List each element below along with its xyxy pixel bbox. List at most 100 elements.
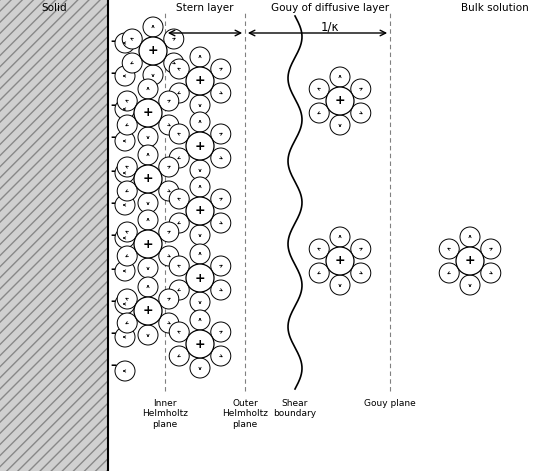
- Text: +: +: [334, 254, 345, 268]
- Circle shape: [330, 67, 350, 87]
- Bar: [0, 0, 108, 471]
- Circle shape: [138, 193, 158, 213]
- Text: –: –: [110, 99, 116, 113]
- Circle shape: [159, 115, 179, 135]
- Text: +: +: [143, 304, 153, 317]
- Circle shape: [211, 124, 231, 144]
- Circle shape: [169, 124, 189, 144]
- Circle shape: [351, 103, 371, 123]
- Circle shape: [115, 66, 135, 86]
- Circle shape: [159, 313, 179, 333]
- Circle shape: [211, 59, 231, 79]
- Circle shape: [326, 247, 354, 275]
- Circle shape: [190, 95, 210, 115]
- Circle shape: [190, 47, 210, 67]
- Circle shape: [439, 263, 459, 283]
- Text: –: –: [110, 34, 116, 48]
- Circle shape: [117, 157, 137, 177]
- Circle shape: [309, 239, 329, 259]
- Text: Stern layer: Stern layer: [176, 3, 234, 13]
- Circle shape: [169, 83, 189, 103]
- Circle shape: [481, 239, 501, 259]
- Circle shape: [190, 225, 210, 245]
- Circle shape: [117, 313, 137, 333]
- Circle shape: [190, 112, 210, 132]
- Text: +: +: [148, 44, 158, 57]
- Circle shape: [117, 115, 137, 135]
- Circle shape: [143, 65, 163, 85]
- Circle shape: [169, 346, 189, 366]
- Circle shape: [122, 53, 142, 73]
- Circle shape: [186, 132, 214, 160]
- Text: Outer
Helmholtz
plane: Outer Helmholtz plane: [222, 399, 268, 429]
- Circle shape: [186, 330, 214, 358]
- Circle shape: [134, 297, 162, 325]
- Text: +: +: [143, 237, 153, 251]
- Text: 1/κ: 1/κ: [321, 21, 339, 33]
- Circle shape: [134, 230, 162, 258]
- Text: –: –: [110, 294, 116, 308]
- Text: –: –: [110, 326, 116, 340]
- Circle shape: [115, 33, 135, 53]
- Circle shape: [115, 163, 135, 183]
- Circle shape: [169, 189, 189, 209]
- Circle shape: [169, 148, 189, 168]
- Text: +: +: [143, 172, 153, 186]
- Circle shape: [211, 346, 231, 366]
- Circle shape: [481, 263, 501, 283]
- Circle shape: [211, 189, 231, 209]
- Text: +: +: [143, 106, 153, 120]
- Circle shape: [117, 181, 137, 201]
- Circle shape: [164, 29, 184, 49]
- Circle shape: [115, 261, 135, 281]
- Circle shape: [117, 222, 137, 242]
- Circle shape: [122, 29, 142, 49]
- Circle shape: [169, 280, 189, 300]
- Circle shape: [138, 210, 158, 230]
- Circle shape: [138, 127, 158, 147]
- Circle shape: [351, 79, 371, 99]
- Circle shape: [115, 195, 135, 215]
- Circle shape: [169, 59, 189, 79]
- Circle shape: [159, 157, 179, 177]
- Circle shape: [309, 263, 329, 283]
- Circle shape: [439, 239, 459, 259]
- Circle shape: [115, 99, 135, 119]
- Circle shape: [115, 228, 135, 248]
- Circle shape: [159, 246, 179, 266]
- Circle shape: [164, 53, 184, 73]
- Circle shape: [309, 79, 329, 99]
- Text: +: +: [195, 74, 205, 88]
- Circle shape: [143, 17, 163, 37]
- Circle shape: [115, 131, 135, 151]
- Circle shape: [211, 256, 231, 276]
- Circle shape: [190, 292, 210, 312]
- Circle shape: [190, 244, 210, 264]
- Circle shape: [186, 264, 214, 292]
- Circle shape: [115, 294, 135, 314]
- Circle shape: [460, 227, 480, 247]
- Circle shape: [138, 325, 158, 345]
- Circle shape: [115, 361, 135, 381]
- Circle shape: [330, 227, 350, 247]
- Circle shape: [330, 115, 350, 135]
- Circle shape: [326, 87, 354, 115]
- Text: +: +: [195, 204, 205, 218]
- Text: +: +: [195, 338, 205, 350]
- Text: –: –: [110, 262, 116, 276]
- Circle shape: [134, 99, 162, 127]
- Circle shape: [159, 91, 179, 111]
- Circle shape: [456, 247, 484, 275]
- Text: –: –: [110, 164, 116, 178]
- Circle shape: [169, 213, 189, 233]
- Circle shape: [309, 103, 329, 123]
- Circle shape: [138, 277, 158, 297]
- Circle shape: [190, 160, 210, 180]
- Circle shape: [351, 239, 371, 259]
- Circle shape: [138, 145, 158, 165]
- Circle shape: [138, 258, 158, 278]
- Circle shape: [169, 322, 189, 342]
- Text: +: +: [334, 95, 345, 107]
- Text: +: +: [195, 271, 205, 284]
- Circle shape: [159, 222, 179, 242]
